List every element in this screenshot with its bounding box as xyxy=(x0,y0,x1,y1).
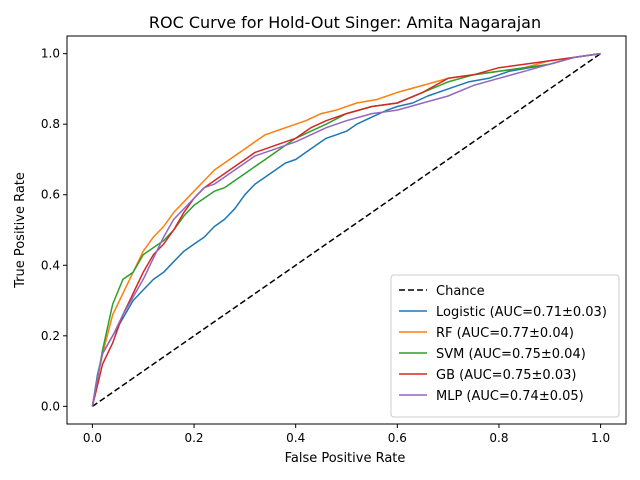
axis-ticks: 0.0 0.2 0.4 0.6 0.8 1.0 0.0 0.2 0.4 0.6 0.8 1.0 xyxy=(41,47,610,445)
series-line-5 xyxy=(91,52,601,407)
y-axis-label: True Positive Rate xyxy=(13,172,28,289)
x-tick-label: 0.4 xyxy=(286,431,305,445)
y-tick-label: 0.2 xyxy=(41,329,60,343)
series-lines xyxy=(91,52,602,408)
x-axis-label: False Positive Rate xyxy=(285,451,406,466)
x-tick-label: 0.8 xyxy=(489,431,508,445)
y-tick-label: 0.8 xyxy=(41,117,60,131)
x-tick-label: 0.6 xyxy=(388,431,407,445)
legend-label: MLP (AUC=0.74±0.05) xyxy=(436,389,584,404)
y-tick-label: 0.4 xyxy=(41,258,60,272)
x-tick-label: 0.2 xyxy=(184,431,203,445)
legend-label: GB (AUC=0.75±0.03) xyxy=(436,368,576,383)
series-line-3 xyxy=(91,52,601,407)
x-tick-label: 0.0 xyxy=(83,431,102,445)
legend-box xyxy=(390,274,620,418)
chart-title: ROC Curve for Hold-Out Singer: Amita Nag… xyxy=(149,13,541,32)
y-tick-label: 1.0 xyxy=(41,47,60,61)
legend-label: Chance xyxy=(436,284,485,299)
legend: Chance Logistic (AUC=0.71±0.03) RF (AUC=0.… xyxy=(390,274,620,418)
x-tick-label: 1.0 xyxy=(591,431,610,445)
y-tick-label: 0.0 xyxy=(41,399,60,413)
series-line-1 xyxy=(91,52,601,407)
legend-label: RF (AUC=0.77±0.04) xyxy=(436,326,574,341)
series-line-4 xyxy=(91,52,601,407)
y-tick-label: 0.6 xyxy=(41,188,60,202)
legend-label: Logistic (AUC=0.71±0.03) xyxy=(436,305,607,320)
series-line-0 xyxy=(91,52,602,408)
plot-area xyxy=(66,35,627,425)
legend-label: SVM (AUC=0.75±0.04) xyxy=(436,347,586,362)
